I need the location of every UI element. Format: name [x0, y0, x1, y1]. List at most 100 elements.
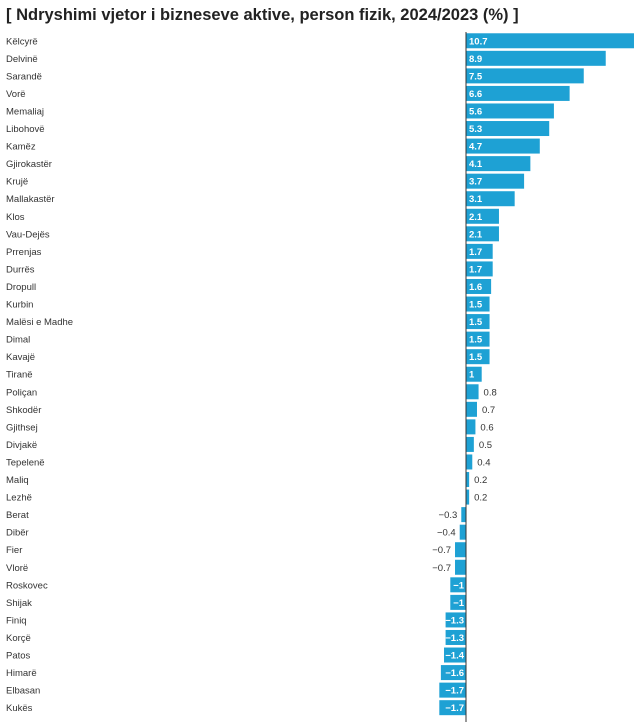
- bar: [445, 629, 466, 645]
- bar: [466, 261, 493, 277]
- bar: [466, 454, 473, 470]
- data-label: 0.7: [482, 405, 495, 416]
- data-label: 5.3: [469, 124, 482, 135]
- category-label: Durrës: [6, 264, 35, 275]
- bar: [450, 577, 466, 593]
- category-label: Vau-Dejës: [6, 229, 50, 240]
- category-label: Krujë: [6, 177, 28, 188]
- bar: [466, 489, 470, 505]
- data-label: −1.6: [445, 668, 464, 679]
- bar: [439, 700, 466, 716]
- data-label: −0.4: [437, 528, 456, 539]
- data-label: −0.7: [432, 545, 451, 556]
- category-label: Korçë: [6, 633, 31, 644]
- category-label: Berat: [6, 510, 29, 521]
- data-label: 6.6: [469, 89, 482, 100]
- data-label: 3.7: [469, 177, 482, 188]
- bar: [466, 436, 474, 452]
- chart-title: [ Ndryshimi vjetor i bizneseve aktive, p…: [6, 6, 519, 24]
- data-label: 1: [469, 370, 475, 381]
- bar: [455, 542, 466, 558]
- category-label: Elbasan: [6, 686, 40, 697]
- bar: [466, 401, 477, 417]
- bar: [439, 682, 466, 698]
- category-label: Roskovec: [6, 580, 48, 591]
- data-label: 3.1: [469, 194, 483, 205]
- category-label: Sarandë: [6, 71, 42, 82]
- data-label: 7.5: [469, 71, 483, 82]
- bar: [466, 50, 606, 66]
- category-label: Lezhë: [6, 493, 32, 504]
- bar: [466, 191, 515, 207]
- data-label: 5.6: [469, 106, 482, 117]
- category-label: Poliçan: [6, 387, 37, 398]
- data-label: 0.6: [480, 422, 493, 433]
- bar: [466, 419, 476, 435]
- category-label: Kukës: [6, 703, 33, 714]
- bar: [450, 594, 466, 610]
- category-label: Mallakastër: [6, 194, 55, 205]
- category-label: Këlcyrë: [6, 36, 38, 47]
- category-label: Finiq: [6, 615, 27, 626]
- bar: [444, 647, 466, 663]
- category-label: Dibër: [6, 528, 29, 539]
- data-label: 0.5: [479, 440, 492, 451]
- data-label: −1: [453, 598, 465, 609]
- category-label: Vlorë: [6, 563, 28, 574]
- bar: [466, 314, 490, 330]
- data-label: −0.3: [439, 510, 458, 521]
- data-label: 0.4: [477, 457, 490, 468]
- category-label: Malësi e Madhe: [6, 317, 73, 328]
- category-label: Kavajë: [6, 352, 35, 363]
- data-label: 8.9: [469, 54, 482, 65]
- bar: [440, 665, 466, 681]
- bar: [466, 243, 493, 259]
- bar: [461, 507, 466, 523]
- bar: [455, 559, 466, 575]
- category-label: Himarë: [6, 668, 37, 679]
- data-label: 1.7: [469, 264, 482, 275]
- bar: [466, 384, 479, 400]
- data-label: 1.5: [469, 317, 483, 328]
- bar: [466, 208, 499, 224]
- bar: [466, 103, 554, 119]
- data-label: 1.5: [469, 352, 483, 363]
- data-label: 0.2: [474, 493, 487, 504]
- category-label: Gjirokastër: [6, 159, 52, 170]
- bar: [445, 612, 466, 628]
- category-label: Tepelenë: [6, 457, 45, 468]
- data-label: −1: [453, 580, 465, 591]
- category-label: Divjakë: [6, 440, 37, 451]
- data-label: −1.7: [445, 703, 464, 714]
- bar: [466, 121, 550, 137]
- category-label: Klos: [6, 212, 25, 223]
- bar: [466, 226, 499, 242]
- category-label: Patos: [6, 651, 31, 662]
- bar: [466, 173, 525, 189]
- category-label: Fier: [6, 545, 22, 556]
- data-label: −1.3: [445, 615, 464, 626]
- data-label: 2.1: [469, 212, 483, 223]
- category-label: Gjithsej: [6, 422, 38, 433]
- bar: [466, 68, 584, 84]
- data-label: 4.1: [469, 159, 483, 170]
- data-label: 10.7: [469, 36, 488, 47]
- bar: [459, 524, 466, 540]
- data-label: 2.1: [469, 229, 483, 240]
- category-label: Delvinë: [6, 54, 38, 65]
- bar: [466, 349, 490, 365]
- bar: [466, 278, 492, 294]
- bar: [466, 296, 490, 312]
- category-label: Dropull: [6, 282, 36, 293]
- data-label: −1.4: [445, 651, 464, 662]
- category-label: Prrenjas: [6, 247, 42, 258]
- data-label: −1.7: [445, 686, 464, 697]
- bar: [466, 85, 570, 101]
- data-label: 0.2: [474, 475, 487, 486]
- data-label: 4.7: [469, 142, 482, 153]
- bar: [466, 331, 490, 347]
- category-label: Kamëz: [6, 142, 36, 153]
- category-label: Dimal: [6, 335, 30, 346]
- category-label: Memaliaj: [6, 106, 44, 117]
